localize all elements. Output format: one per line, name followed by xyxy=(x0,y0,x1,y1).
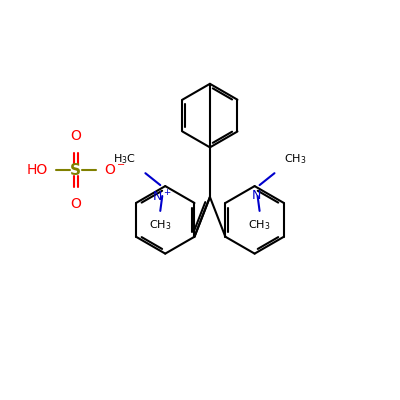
Text: CH$_3$: CH$_3$ xyxy=(149,218,172,232)
Text: H$_3$C: H$_3$C xyxy=(112,152,136,166)
Text: HO: HO xyxy=(27,163,48,177)
Text: CH$_3$: CH$_3$ xyxy=(248,218,271,232)
Text: N$^+$: N$^+$ xyxy=(152,189,172,204)
Text: S: S xyxy=(70,163,81,178)
Text: O: O xyxy=(70,129,81,143)
Text: CH$_3$: CH$_3$ xyxy=(284,152,307,166)
Text: O$^-$: O$^-$ xyxy=(104,163,126,177)
Text: N: N xyxy=(252,189,261,202)
Text: O: O xyxy=(70,197,81,211)
